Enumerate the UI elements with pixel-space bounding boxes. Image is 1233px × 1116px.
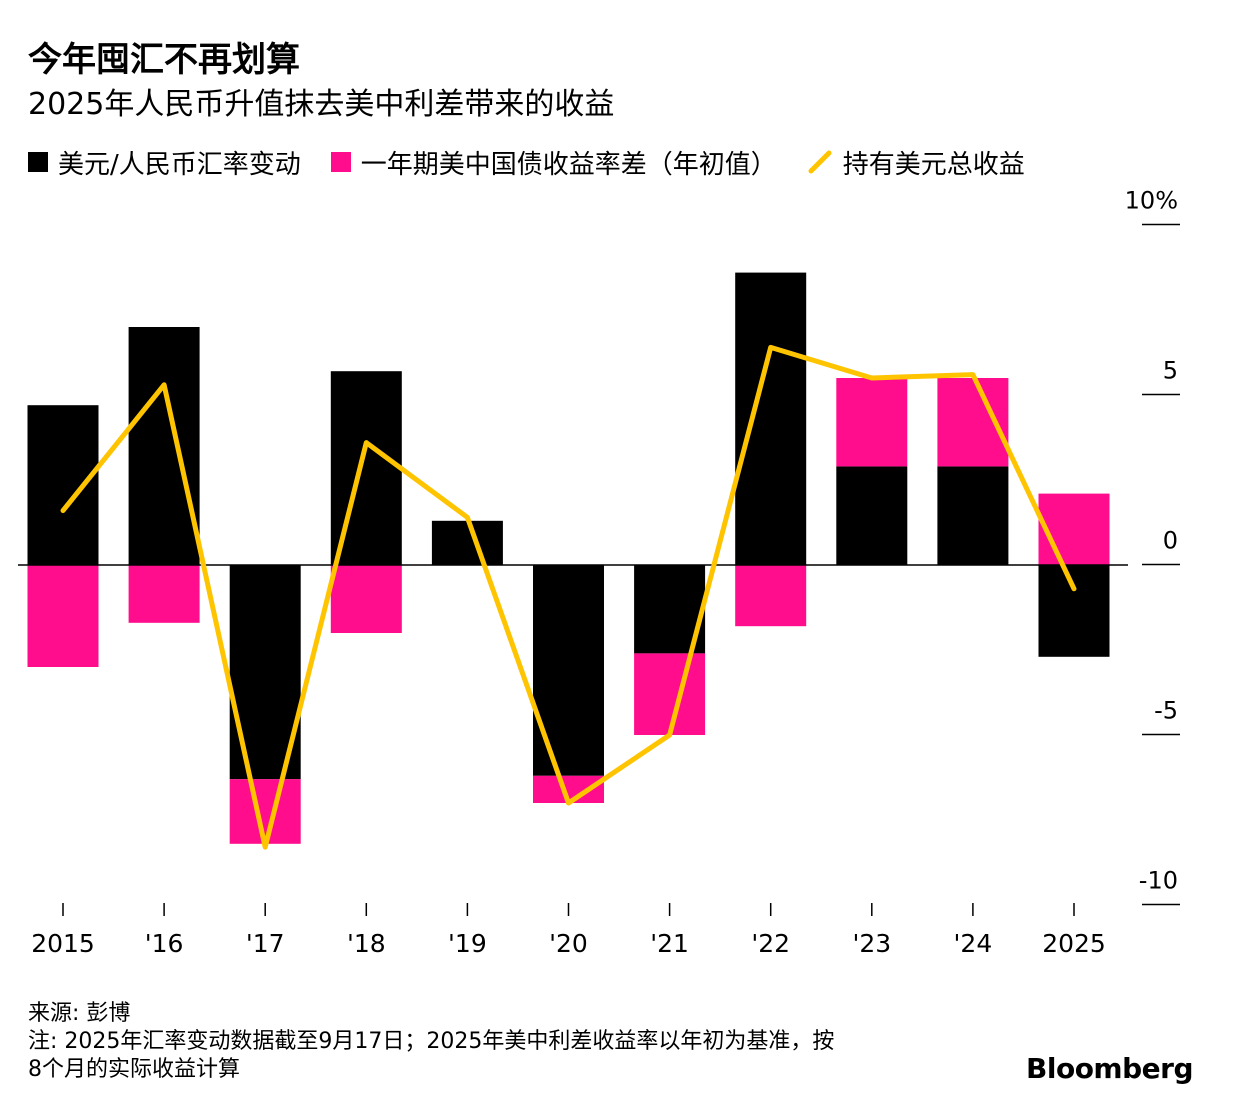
- y-tick-label-3: -5: [1154, 697, 1178, 725]
- x-tick-label-3: '18: [347, 929, 386, 958]
- legend-swatch-fx-change: [28, 152, 48, 172]
- bar-fx-change-4: [431, 520, 503, 565]
- x-tick-label-1: '16: [145, 929, 184, 958]
- bar-yield-spread-6: [634, 653, 706, 735]
- footnote-line-1: 注: 2025年汇率变动数据截至9月17日；2025年美中利差收益率以年初为基准…: [28, 1029, 835, 1054]
- bar-yield-spread-7: [735, 565, 807, 627]
- x-tick-label-9: '24: [954, 929, 993, 958]
- bar-yield-spread-2: [229, 779, 301, 844]
- legend-item-fx-change: 美元/人民币汇率变动: [28, 144, 301, 181]
- y-tick-label-1: 5: [1163, 357, 1178, 385]
- x-tick-label-5: '20: [549, 929, 588, 958]
- legend-label-total-return: 持有美元总收益: [842, 149, 1025, 180]
- legend-swatch-total-return: [808, 150, 832, 174]
- chart-subtitle: 2025年人民币升值抹去美中利差带来的收益: [28, 87, 615, 122]
- legend-item-total-return: 持有美元总收益: [807, 144, 1025, 181]
- bar-yield-spread-3: [330, 565, 402, 633]
- bar-fx-change-7: [735, 272, 807, 565]
- x-tick-label-10: 2025: [1042, 929, 1106, 958]
- source-note: 来源: 彭博: [28, 1001, 131, 1026]
- bar-yield-spread-8: [836, 378, 908, 467]
- y-tick-label-2: 0: [1163, 527, 1178, 555]
- x-tick-label-4: '19: [448, 929, 487, 958]
- y-tick-label-0: 10%: [1125, 187, 1178, 215]
- bar-fx-change-1: [128, 327, 200, 565]
- legend-item-yield-spread: 一年期美中国债收益率差（年初值）: [330, 144, 777, 181]
- bar-yield-spread-10: [1038, 493, 1110, 565]
- x-tick-label-7: '22: [751, 929, 790, 958]
- chart-title: 今年囤汇不再划算: [28, 40, 300, 80]
- x-tick-label-8: '23: [852, 929, 891, 958]
- footer-notes: 来源: 彭博 注: 2025年汇率变动数据截至9月17日；2025年美中利差收益…: [28, 1000, 834, 1084]
- bar-yield-spread-1: [128, 565, 200, 623]
- legend-label-fx-change: 美元/人民币汇率变动: [58, 149, 301, 180]
- bar-yield-spread-0: [27, 565, 99, 667]
- x-tick-label-2: '17: [246, 929, 285, 958]
- y-tick-label-4: -10: [1139, 867, 1178, 895]
- bar-fx-change-5: [533, 565, 604, 776]
- bar-fx-change-8: [836, 466, 908, 565]
- bar-fx-change-10: [1038, 565, 1110, 657]
- legend-swatch-yield-spread: [330, 152, 351, 172]
- bar-fx-change-9: [937, 466, 1009, 565]
- x-tick-label-6: '21: [650, 929, 689, 958]
- bloomberg-logo: Bloomberg: [1026, 1052, 1193, 1085]
- bar-fx-change-0: [27, 405, 99, 565]
- legend-label-yield-spread: 一年期美中国债收益率差（年初值）: [360, 149, 777, 180]
- footnote-line-2: 8个月的实际收益计算: [28, 1057, 240, 1082]
- legend: 美元/人民币汇率变动 一年期美中国债收益率差（年初值） 持有美元总收益: [28, 144, 1055, 180]
- x-tick-label-0: 2015: [31, 929, 95, 958]
